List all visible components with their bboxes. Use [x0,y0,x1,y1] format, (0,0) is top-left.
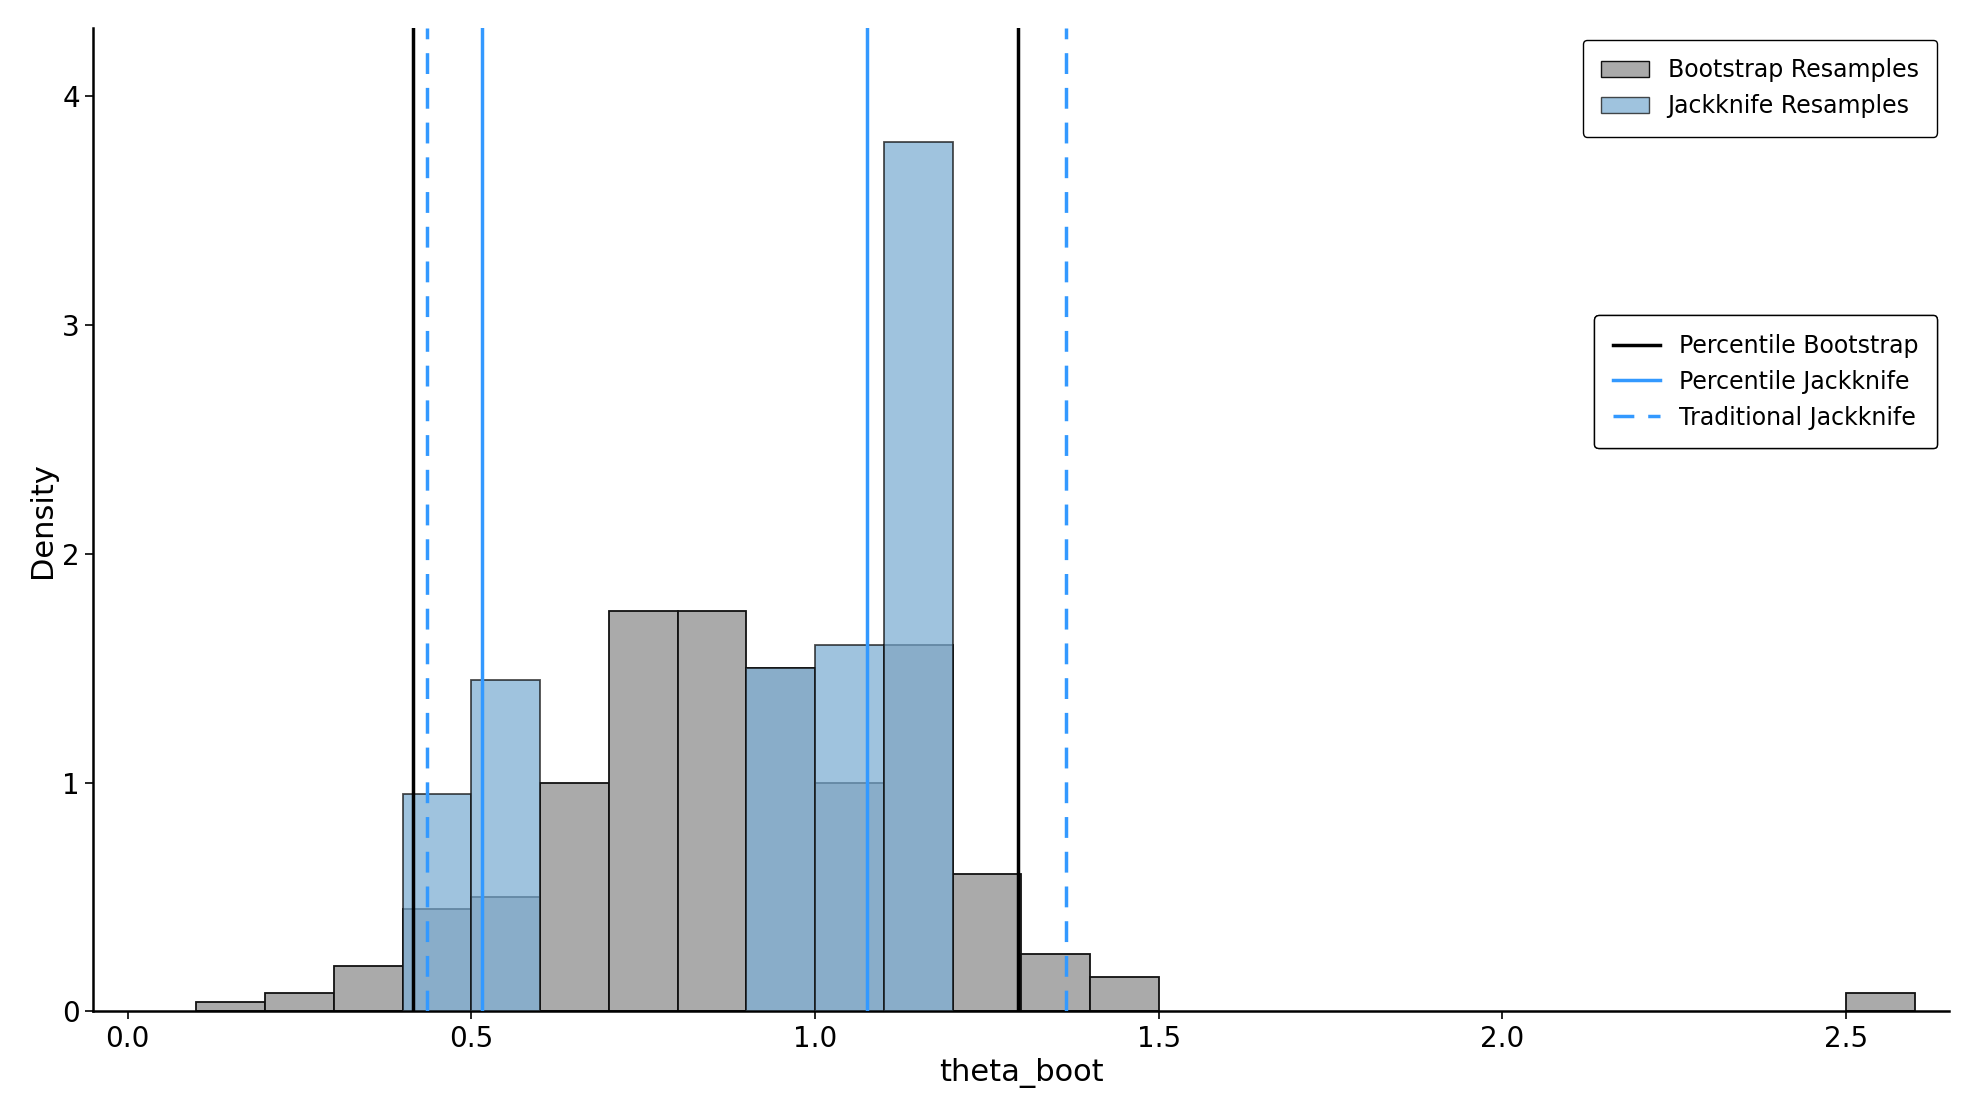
Bar [884,645,953,1011]
Y-axis label: Density: Density [28,462,57,578]
Bar [196,1002,265,1011]
Bar [815,645,884,1011]
Bar [884,142,953,1011]
Bar [745,668,815,1011]
Bar [334,965,403,1011]
Bar [609,612,678,1011]
Bar [471,680,540,1011]
Bar [1089,978,1159,1011]
Bar [540,782,609,1011]
Bar [1847,993,1916,1011]
Bar [403,795,471,1011]
Bar [471,897,540,1011]
Bar [745,668,815,1011]
Bar [953,874,1022,1011]
Bar [403,908,471,1011]
Bar [265,993,334,1011]
Legend: Percentile Bootstrap, Percentile Jackknife, Traditional Jackknife: Percentile Bootstrap, Percentile Jackkni… [1593,315,1937,449]
Bar [815,782,884,1011]
X-axis label: theta_boot: theta_boot [939,1058,1103,1088]
Bar [1022,954,1089,1011]
Bar [678,612,745,1011]
